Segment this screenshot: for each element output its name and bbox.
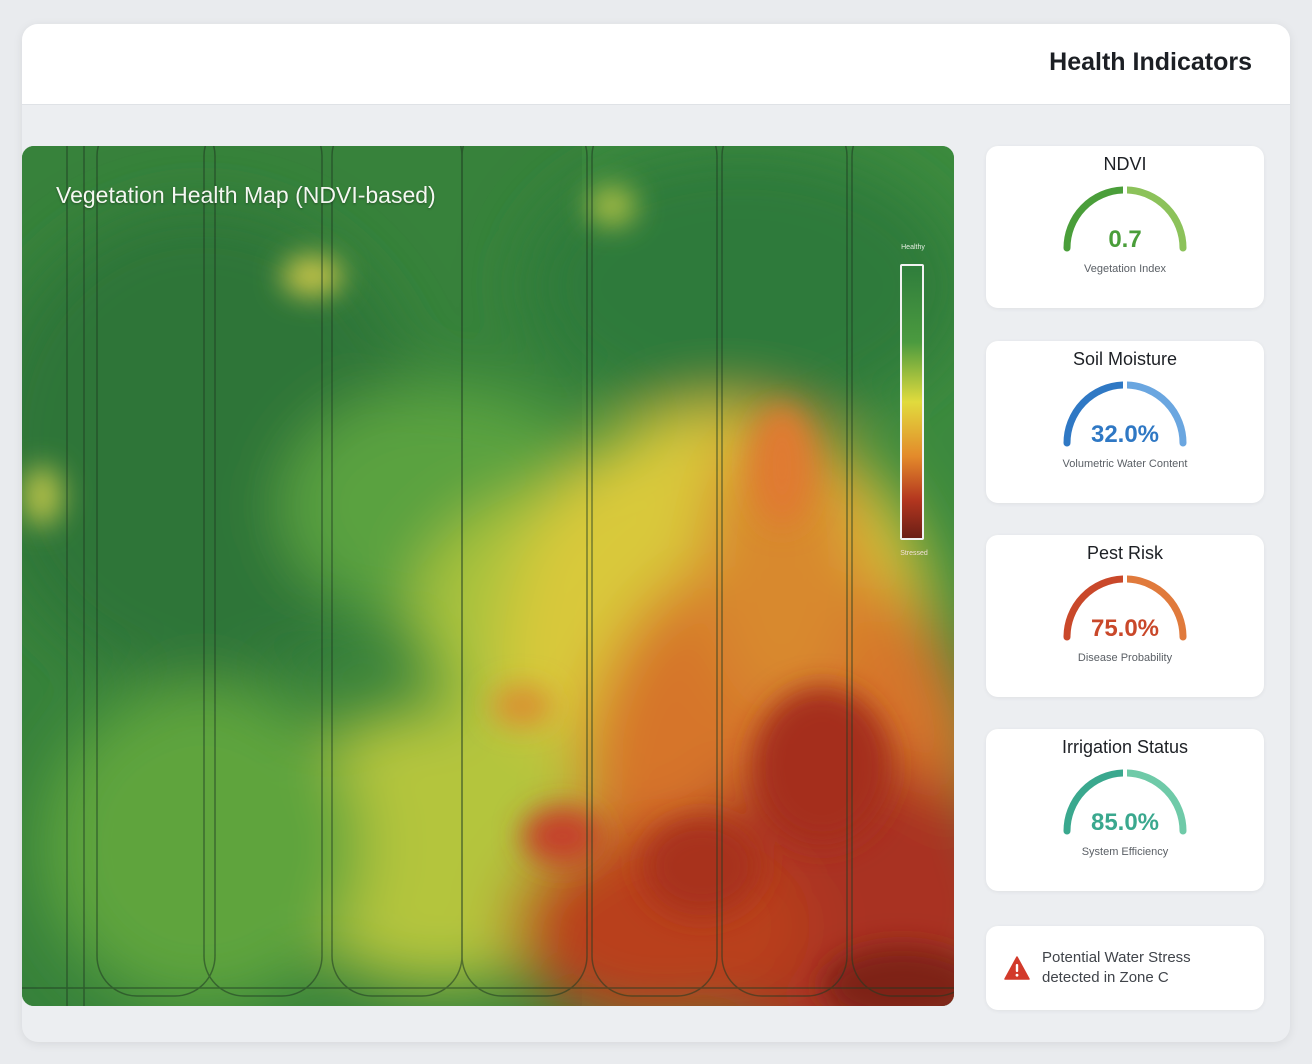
irrigation-status-title: Irrigation Status — [1061, 737, 1189, 757]
ndvi-card[interactable]: NDVI 0.7 Vegetation Index — [986, 146, 1264, 308]
irrigation-status-card[interactable]: Irrigation Status 85.0% System Efficienc… — [986, 729, 1264, 891]
gauge-arc-left — [1063, 186, 1127, 252]
gauge-midpoint-marker — [1123, 574, 1127, 584]
header-bar: Health Indicators — [22, 24, 1290, 105]
gauge-arc-left — [1063, 769, 1127, 835]
alert-line-2: detected in Zone C — [1042, 969, 1169, 986]
pest-risk-title: Pest Risk — [1086, 543, 1164, 563]
gauge-arc-right — [1123, 575, 1187, 641]
page-title: Health Indicators — [1049, 48, 1252, 76]
gauge-midpoint-marker — [1123, 380, 1127, 390]
gauge-arc-right — [1123, 381, 1187, 447]
gauge-arc-right — [1123, 769, 1187, 835]
soil-moisture-gauge — [1063, 380, 1187, 447]
soil-moisture-subtitle: Volumetric Water Content — [1062, 458, 1188, 470]
warning-icon — [1004, 956, 1030, 980]
irrigation-status-value: 85.0% — [1090, 809, 1160, 836]
ndvi-title: NDVI — [1103, 154, 1147, 174]
pest-risk-subtitle: Disease Probability — [1077, 652, 1173, 664]
legend-bottom-label: Stressed — [900, 550, 928, 557]
soil-moisture-value: 32.0% — [1090, 421, 1160, 448]
gauge-midpoint-marker — [1123, 768, 1127, 778]
ndvi-gauge — [1063, 185, 1187, 252]
soil-moisture-card[interactable]: Soil Moisture 32.0% Volumetric Water Con… — [986, 341, 1264, 503]
irrigation-status-gauge — [1063, 768, 1187, 835]
dashboard-window: Health Indicators — [22, 24, 1290, 1042]
ndvi-subtitle: Vegetation Index — [1084, 263, 1166, 275]
gauge-midpoint-marker — [1123, 185, 1127, 195]
irrigation-status-subtitle: System Efficiency — [1081, 846, 1169, 858]
alert-line-1: Potential Water Stress — [1042, 949, 1191, 966]
gauge-arc-right — [1123, 186, 1187, 252]
pest-risk-value: 75.0% — [1090, 615, 1160, 642]
gauge-arc-left — [1063, 381, 1127, 447]
vegetation-health-map[interactable]: Vegetation Health Map (NDVI-based) Healt… — [22, 146, 954, 1006]
ndvi-color-legend — [900, 264, 924, 540]
pest-risk-gauge — [1063, 574, 1187, 641]
soil-moisture-title: Soil Moisture — [1072, 349, 1178, 369]
water-stress-alert[interactable]: Potential Water Stress detected in Zone … — [986, 926, 1264, 1010]
pest-risk-card[interactable]: Pest Risk 75.0% Disease Probability — [986, 535, 1264, 697]
legend-top-label: Healthy — [901, 244, 925, 251]
alert-message: Potential Water Stress detected in Zone … — [1042, 948, 1252, 988]
gauge-arc-left — [1063, 575, 1127, 641]
ndvi-value: 0.7 — [1108, 226, 1142, 253]
map-title: Vegetation Health Map (NDVI-based) — [56, 182, 436, 208]
ndvi-heatmap-image — [22, 146, 954, 1006]
